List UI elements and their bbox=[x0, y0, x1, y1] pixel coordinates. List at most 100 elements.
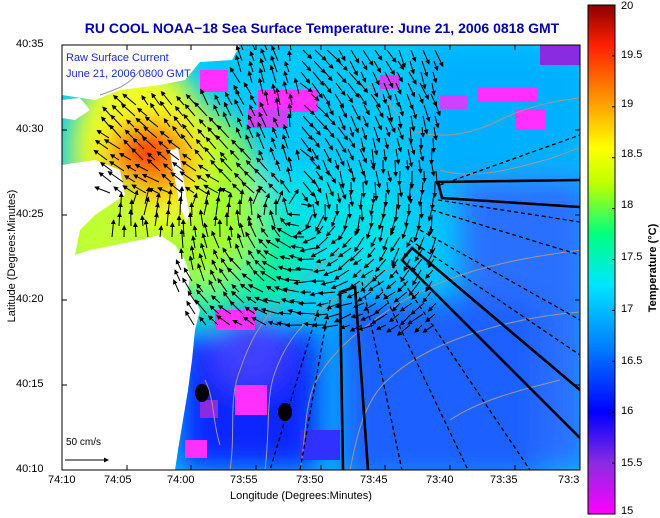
current-vector bbox=[410, 49, 417, 63]
current-vector bbox=[172, 161, 185, 172]
current-vector bbox=[159, 100, 172, 117]
current-vector bbox=[268, 183, 279, 194]
station-marker bbox=[195, 384, 209, 402]
current-vector bbox=[358, 159, 366, 177]
current-vector bbox=[259, 270, 277, 282]
current-vector bbox=[338, 181, 347, 200]
current-vector bbox=[303, 170, 317, 185]
current-vector bbox=[172, 125, 182, 139]
current-vector bbox=[159, 130, 170, 139]
current-vector bbox=[395, 82, 402, 95]
current-vector bbox=[252, 269, 265, 282]
current-vector bbox=[370, 159, 376, 171]
current-vector bbox=[296, 310, 316, 316]
current-vector bbox=[324, 137, 334, 151]
current-vector bbox=[373, 181, 379, 201]
current-vector bbox=[315, 170, 324, 181]
colorbar bbox=[587, 4, 616, 515]
current-vector bbox=[427, 203, 434, 222]
colorbar-tick-label: 17.5 bbox=[621, 251, 643, 263]
current-vector bbox=[337, 60, 348, 71]
y-tick-label: 40:30 bbox=[16, 123, 44, 135]
current-vector bbox=[245, 231, 256, 249]
current-vector bbox=[208, 279, 216, 293]
current-vector bbox=[371, 269, 386, 282]
current-vector bbox=[410, 302, 425, 315]
current-vector bbox=[425, 269, 434, 279]
x-tick-label: 73:40 bbox=[426, 474, 454, 486]
current-vector bbox=[361, 181, 367, 198]
current-vector bbox=[404, 214, 409, 228]
current-vector bbox=[213, 215, 219, 227]
current-vector bbox=[396, 137, 403, 153]
current-vector bbox=[398, 49, 406, 68]
current-vector bbox=[215, 134, 229, 150]
current-vector bbox=[279, 255, 291, 260]
current-vector bbox=[213, 104, 220, 117]
current-vector bbox=[248, 60, 254, 73]
current-vector bbox=[259, 57, 266, 73]
current-vector bbox=[229, 300, 244, 315]
current-vector bbox=[228, 256, 242, 271]
current-vector bbox=[378, 225, 384, 243]
current-vector bbox=[414, 324, 423, 333]
current-vector bbox=[158, 225, 164, 238]
current-vector bbox=[374, 302, 389, 315]
current-vector bbox=[337, 247, 352, 258]
x-tick-label: 73:45 bbox=[360, 474, 388, 486]
current-vector bbox=[225, 91, 233, 106]
current-vector bbox=[173, 279, 180, 293]
current-vector bbox=[350, 115, 359, 134]
current-vector bbox=[302, 115, 314, 128]
current-vector bbox=[300, 137, 312, 153]
current-vector bbox=[235, 243, 243, 260]
current-vector bbox=[295, 149, 301, 161]
x-tick-label: 74:05 bbox=[104, 474, 132, 486]
current-vector bbox=[141, 136, 157, 150]
current-vector bbox=[174, 105, 184, 117]
current-vector bbox=[314, 312, 328, 318]
current-vector bbox=[252, 306, 268, 315]
current-vector bbox=[326, 258, 339, 267]
current-vector bbox=[432, 71, 438, 84]
current-vector bbox=[303, 104, 315, 116]
current-vector bbox=[197, 164, 209, 172]
current-vector bbox=[217, 305, 232, 315]
current-vectors bbox=[93, 45, 444, 336]
current-vector bbox=[227, 235, 232, 249]
current-vector bbox=[320, 280, 337, 286]
current-vector bbox=[287, 50, 293, 62]
current-vector bbox=[406, 236, 413, 248]
current-vector bbox=[387, 104, 394, 123]
current-vector bbox=[385, 181, 391, 195]
current-vector bbox=[273, 116, 279, 128]
current-vector bbox=[132, 222, 138, 238]
current-vector bbox=[339, 324, 351, 330]
current-vector bbox=[386, 324, 399, 333]
current-vector bbox=[312, 203, 318, 219]
current-vector bbox=[383, 82, 392, 101]
current-vector bbox=[262, 297, 281, 304]
current-vector bbox=[411, 291, 420, 300]
current-vector bbox=[390, 225, 396, 236]
current-vector bbox=[302, 181, 315, 197]
current-vector bbox=[339, 170, 345, 189]
current-vector bbox=[271, 224, 281, 238]
current-vector bbox=[184, 103, 196, 117]
current-vector bbox=[322, 93, 331, 106]
current-vector bbox=[192, 225, 198, 238]
current-vector bbox=[370, 93, 381, 109]
current-vector bbox=[325, 225, 336, 237]
current-vector bbox=[297, 256, 315, 262]
current-vector bbox=[248, 220, 257, 238]
current-vector bbox=[247, 70, 253, 84]
current-vector bbox=[372, 71, 380, 86]
current-vector bbox=[420, 126, 426, 138]
current-vector bbox=[276, 227, 293, 238]
current-vector bbox=[143, 219, 149, 238]
current-vector bbox=[371, 148, 377, 168]
current-vector bbox=[110, 114, 123, 128]
current-vector bbox=[401, 225, 408, 240]
current-vector bbox=[422, 324, 435, 333]
current-vector bbox=[310, 93, 320, 102]
